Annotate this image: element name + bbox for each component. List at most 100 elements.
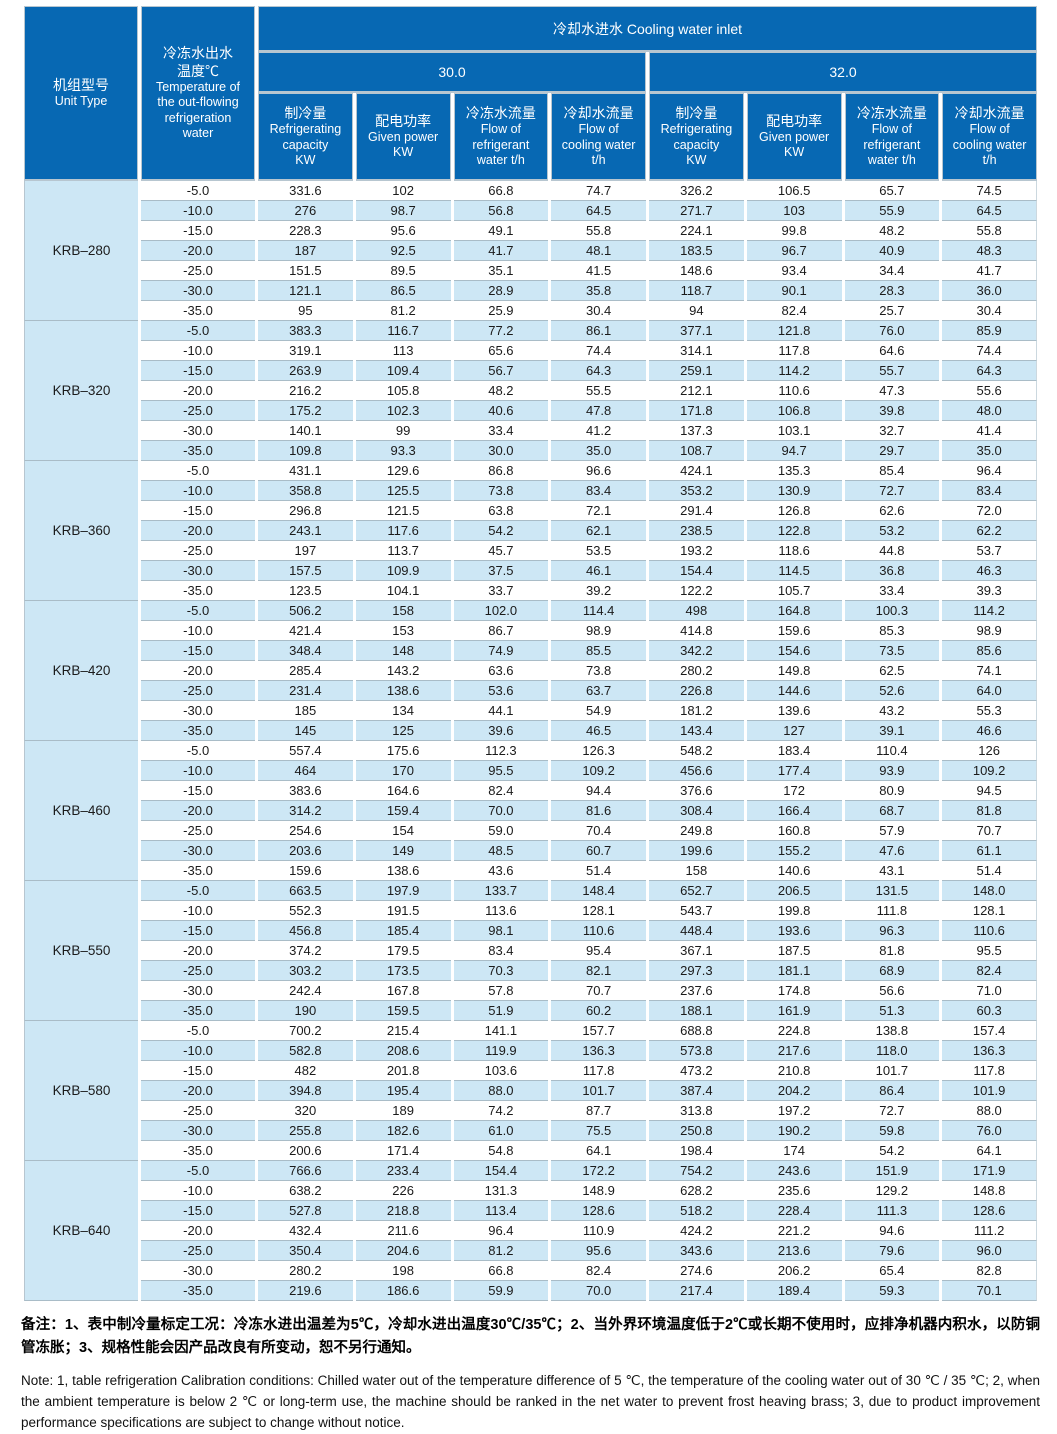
temperature-cell: -35.0	[141, 1141, 255, 1161]
value-cell: 29.7	[844, 441, 940, 461]
value-cell: 280.2	[258, 1261, 353, 1281]
value-cell: 154.4	[649, 561, 744, 581]
metric-header-cooling-flow-32: 冷却水流量 Flow of cooling water t/h	[942, 93, 1037, 181]
value-cell: 96.7	[746, 241, 842, 261]
value-cell: 181.2	[649, 701, 744, 721]
temperature-cell: -20.0	[141, 241, 255, 261]
temperature-cell: -5.0	[141, 1021, 255, 1041]
value-cell: 129.2	[844, 1181, 940, 1201]
value-cell: 414.8	[649, 621, 744, 641]
value-cell: 55.7	[844, 361, 940, 381]
value-cell: 159.6	[746, 621, 842, 641]
value-cell: 121.1	[258, 281, 353, 301]
unit-type-cell: KRB–550	[24, 881, 138, 1021]
value-cell: 98.9	[942, 621, 1037, 641]
value-cell: 254.6	[258, 821, 353, 841]
value-cell: 158	[649, 861, 744, 881]
unit-type-cell: KRB–360	[24, 461, 138, 601]
value-cell: 73.5	[844, 641, 940, 661]
value-cell: 211.6	[355, 1221, 451, 1241]
value-cell: 135.3	[746, 461, 842, 481]
inlet-temp-32-header: 32.0	[649, 52, 1037, 93]
value-cell: 36.0	[942, 281, 1037, 301]
temperature-cell: -35.0	[141, 441, 255, 461]
metric-header-given-power-30: 配电功率 Given power KW	[355, 93, 451, 181]
value-cell: 652.7	[649, 881, 744, 901]
value-cell: 228.3	[258, 221, 353, 241]
value-cell: 86.5	[355, 281, 451, 301]
value-cell: 109.2	[942, 761, 1037, 781]
value-cell: 73.8	[453, 481, 549, 501]
value-cell: 81.2	[355, 301, 451, 321]
value-cell: 235.6	[746, 1181, 842, 1201]
value-cell: 383.3	[258, 321, 353, 341]
value-cell: 64.1	[942, 1141, 1037, 1161]
value-cell: 114.2	[942, 601, 1037, 621]
temperature-cell: -15.0	[141, 361, 255, 381]
value-cell: 82.4	[551, 1261, 646, 1281]
value-cell: 473.2	[649, 1061, 744, 1081]
table-row: -25.0 350.4 204.6 81.2 95.6 343.6 213.6 79.6 96.…	[24, 1241, 1037, 1261]
table-row: KRB–580 -5.0 700.2 215.4 141.1 157.7 688.8 224.…	[24, 1021, 1037, 1161]
table-row: -25.0 151.5 89.5 35.1 41.5 148.6 93.4 34.4 41.7	[24, 261, 1037, 281]
value-cell: 105.7	[746, 581, 842, 601]
value-cell: 43.2	[844, 701, 940, 721]
value-cell: 114.4	[551, 601, 646, 621]
value-cell: 198.4	[649, 1141, 744, 1161]
value-cell: 195.4	[355, 1081, 451, 1101]
value-cell: 41.5	[551, 261, 646, 281]
value-cell: 82.1	[551, 961, 646, 981]
value-cell: 40.9	[844, 241, 940, 261]
table-row: -15.0 383.6 164.6 82.4 94.4 376.6 172 80.9 94.5	[24, 781, 1037, 801]
value-cell: 319.1	[258, 341, 353, 361]
value-cell: 93.9	[844, 761, 940, 781]
value-cell: 56.7	[453, 361, 549, 381]
value-cell: 506.2	[258, 601, 353, 621]
table-row: -15.0 456.8 185.4 98.1 110.6 448.4 193.6 96.3 11…	[24, 921, 1037, 941]
value-cell: 53.7	[942, 541, 1037, 561]
table-row: -35.0 109.8 93.3 30.0 35.0 108.7 94.7 29.7 35.0	[24, 441, 1037, 461]
value-cell: 226	[355, 1181, 451, 1201]
value-cell: 94	[649, 301, 744, 321]
value-cell: 53.5	[551, 541, 646, 561]
value-cell: 394.8	[258, 1081, 353, 1101]
header-row-3: 制冷量 Refrigerating capacity KW 配电功率 Given…	[24, 93, 1037, 181]
value-cell: 73.8	[551, 661, 646, 681]
value-cell: 64.1	[551, 1141, 646, 1161]
value-cell: 59.9	[453, 1281, 549, 1301]
value-cell: 60.3	[942, 1001, 1037, 1021]
value-cell: 70.0	[453, 801, 549, 821]
table-row: -30.0 242.4 167.8 57.8 70.7 237.6 174.8 56.6 71.…	[24, 981, 1037, 1001]
value-cell: 86.7	[453, 621, 549, 641]
value-cell: 171.4	[355, 1141, 451, 1161]
value-cell: 35.0	[942, 441, 1037, 461]
value-cell: 226.8	[649, 681, 744, 701]
value-cell: 41.2	[551, 421, 646, 441]
temperature-cell: -5.0	[141, 881, 255, 901]
temperature-cell: -30.0	[141, 701, 255, 721]
value-cell: 62.1	[551, 521, 646, 541]
value-cell: 64.3	[942, 361, 1037, 381]
table-row: -35.0 200.6 171.4 54.8 64.1 198.4 174 54.2 64.1	[24, 1141, 1037, 1161]
value-cell: 62.5	[844, 661, 940, 681]
temperature-cell: -30.0	[141, 1121, 255, 1141]
inlet-temp-30-header: 30.0	[258, 52, 646, 93]
value-cell: 432.4	[258, 1221, 353, 1241]
value-cell: 358.8	[258, 481, 353, 501]
unit-type-cell: KRB–420	[24, 601, 138, 741]
value-cell: 582.8	[258, 1041, 353, 1061]
value-cell: 143.2	[355, 661, 451, 681]
value-cell: 166.4	[746, 801, 842, 821]
temperature-cell: -5.0	[141, 601, 255, 621]
metric-zh: 冷却水流量	[954, 104, 1025, 121]
value-cell: 62.6	[844, 501, 940, 521]
value-cell: 65.7	[844, 181, 940, 201]
value-cell: 33.7	[453, 581, 549, 601]
table-row: -10.0 276 98.7 56.8 64.5 271.7 103 55.9 64.5	[24, 201, 1037, 221]
metric-zh: 配电功率	[375, 112, 432, 129]
value-cell: 342.2	[649, 641, 744, 661]
value-cell: 55.5	[551, 381, 646, 401]
value-cell: 136.3	[551, 1041, 646, 1061]
temperature-cell: -25.0	[141, 961, 255, 981]
value-cell: 221.2	[746, 1221, 842, 1241]
